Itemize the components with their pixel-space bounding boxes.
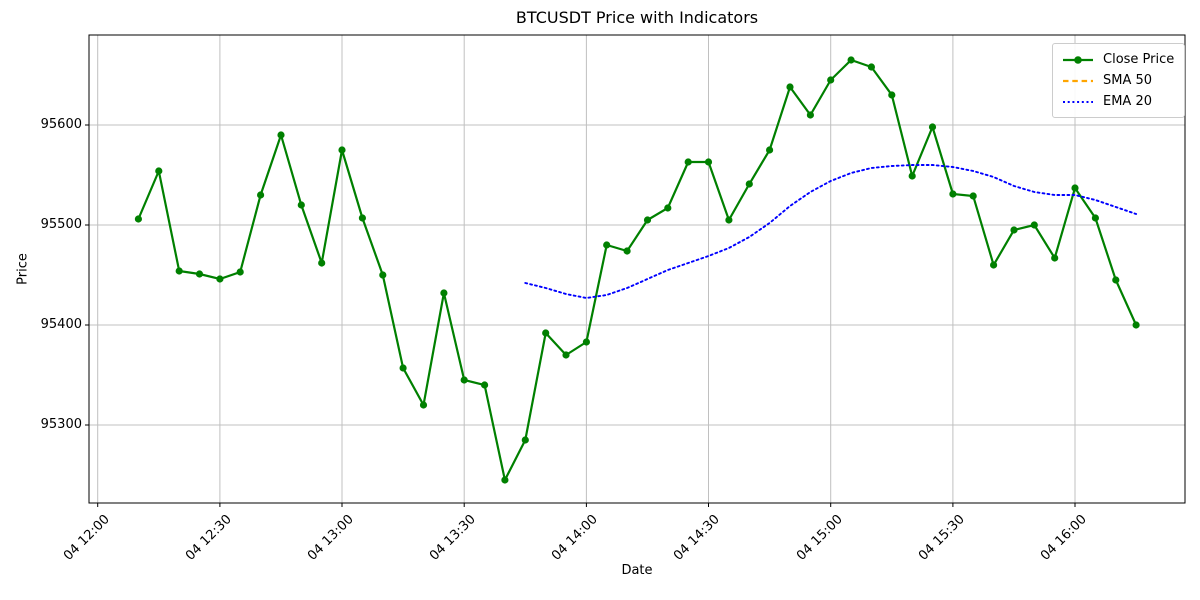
ema-20-line (524, 164, 1138, 299)
close-price-marker (440, 289, 448, 297)
close-price-marker (623, 247, 631, 255)
y-tick-label: 95400 (40, 317, 82, 332)
close-price-marker (725, 216, 733, 224)
close-price-marker (1051, 254, 1059, 262)
close-price-marker (277, 131, 285, 139)
close-price-marker (766, 146, 774, 154)
close-price-marker (582, 338, 591, 346)
close-price-marker (704, 158, 713, 166)
close-price-marker (542, 329, 550, 337)
y-tick-label: 95300 (40, 417, 82, 432)
legend-entry-close-price: Close Price (1062, 49, 1174, 70)
close-price-marker (155, 167, 163, 175)
sma-50-line-sample-icon (1063, 79, 1093, 82)
legend-label-sma-50: SMA 50 (1103, 73, 1153, 88)
close-price-marker (236, 268, 244, 276)
close-price-marker (195, 270, 204, 278)
legend-entry-ema-20: EMA 20 (1062, 91, 1174, 112)
legend-label-ema-20: EMA 20 (1103, 94, 1152, 109)
close-price-marker (562, 351, 570, 359)
close-price-marker (990, 261, 998, 269)
close-price-marker (216, 275, 224, 283)
legend: Close Price SMA 50 EMA 20 (1052, 43, 1186, 118)
close-price-marker (1132, 321, 1140, 329)
chart-title: BTCUSDT Price with Indicators (515, 8, 759, 27)
close-price-marker (379, 271, 387, 279)
plot-border (88, 34, 1186, 504)
close-price-marker (358, 214, 366, 222)
close-price-marker (643, 216, 652, 224)
x-axis-label: Date (621, 563, 653, 578)
y-tick-label: 95500 (40, 217, 82, 232)
close-price-marker (806, 111, 815, 119)
close-price-marker (1112, 276, 1120, 284)
close-price-marker (134, 215, 142, 223)
close-price-marker (867, 63, 876, 71)
ema-20-line-sample-icon (1063, 100, 1093, 103)
close-price-marker (460, 376, 468, 384)
close-price-marker (969, 192, 977, 200)
close-price-marker (745, 180, 753, 188)
close-price-marker (1091, 214, 1099, 222)
close-price-marker (928, 123, 937, 131)
close-price-marker (847, 56, 855, 64)
close-price-marker (1071, 184, 1079, 192)
legend-entry-sma-50: SMA 50 (1062, 70, 1174, 91)
close-price-marker (684, 158, 692, 166)
close-price-marker (175, 267, 183, 275)
close-price-marker (297, 201, 305, 209)
close-price-marker (786, 83, 794, 91)
close-price-marker (419, 401, 428, 409)
close-price-marker (949, 190, 957, 198)
close-price-line (137, 58, 1138, 484)
close-price-marker (338, 146, 346, 154)
close-price-marker (318, 259, 326, 267)
legend-label-close-price: Close Price (1103, 52, 1175, 67)
close-price-marker (827, 76, 835, 84)
close-price-marker (603, 241, 611, 249)
close-price-marker (1030, 221, 1038, 229)
close-price-marker (664, 204, 672, 212)
close-price-marker (521, 436, 529, 444)
close-price-marker (888, 91, 896, 99)
close-price-marker (1010, 226, 1018, 234)
y-tick-label: 95600 (40, 117, 82, 132)
close-price-marker (501, 476, 509, 484)
close-price-line-sample-icon (1063, 55, 1093, 64)
close-price-marker (399, 364, 407, 372)
close-price-marker (481, 381, 489, 389)
close-price-marker (908, 172, 916, 180)
close-price-marker (257, 191, 265, 199)
